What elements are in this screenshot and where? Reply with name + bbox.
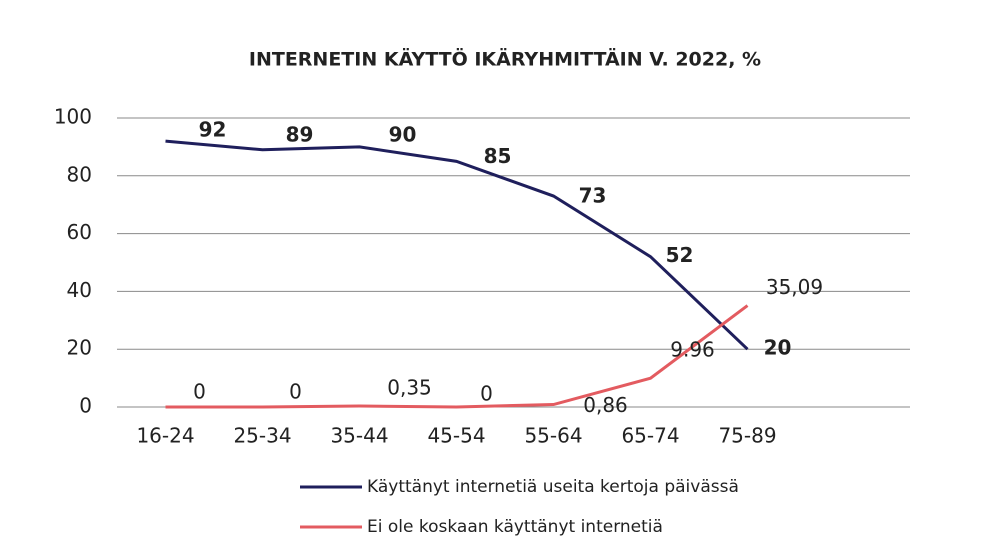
y-tick-label: 20 bbox=[67, 336, 92, 360]
data-label: 89 bbox=[286, 122, 314, 146]
x-tick-label: 25-34 bbox=[233, 424, 291, 448]
x-tick-label: 45-54 bbox=[427, 424, 485, 448]
x-tick-label: 75-89 bbox=[718, 424, 776, 448]
y-tick-label: 40 bbox=[67, 278, 92, 302]
legend-label: Käyttänyt internetiä useita kertoja päiv… bbox=[367, 477, 739, 497]
data-label: 0 bbox=[480, 382, 493, 406]
data-label: 0 bbox=[289, 380, 302, 404]
data-label: 52 bbox=[666, 243, 694, 267]
data-label: 92 bbox=[199, 118, 227, 142]
y-tick-label: 0 bbox=[79, 394, 92, 418]
series-line bbox=[165, 304, 749, 409]
x-tick-label: 35-44 bbox=[330, 424, 388, 448]
data-label: 0 bbox=[193, 380, 206, 404]
x-tick-label: 16-24 bbox=[136, 424, 194, 448]
legend-label: Ei ole koskaan käyttänyt internetiä bbox=[367, 517, 663, 537]
data-label: 35,09 bbox=[766, 275, 823, 299]
data-label: 0,35 bbox=[387, 375, 432, 399]
data-label: 90 bbox=[389, 122, 417, 146]
y-tick-label: 80 bbox=[67, 162, 92, 186]
y-tick-label: 60 bbox=[67, 220, 92, 244]
data-label: 0,86 bbox=[583, 393, 628, 417]
data-label: 85 bbox=[484, 144, 512, 168]
data-label: 73 bbox=[579, 184, 607, 208]
series-line bbox=[165, 139, 749, 351]
data-label: 9.96 bbox=[670, 338, 715, 362]
x-tick-label: 55-64 bbox=[524, 424, 582, 448]
data-label: 20 bbox=[764, 336, 792, 360]
chart-title: INTERNETIN KÄYTTÖ IKÄRYHMITTÄIN V. 2022,… bbox=[249, 47, 761, 71]
y-tick-label: 100 bbox=[54, 105, 92, 129]
x-tick-label: 65-74 bbox=[621, 424, 679, 448]
